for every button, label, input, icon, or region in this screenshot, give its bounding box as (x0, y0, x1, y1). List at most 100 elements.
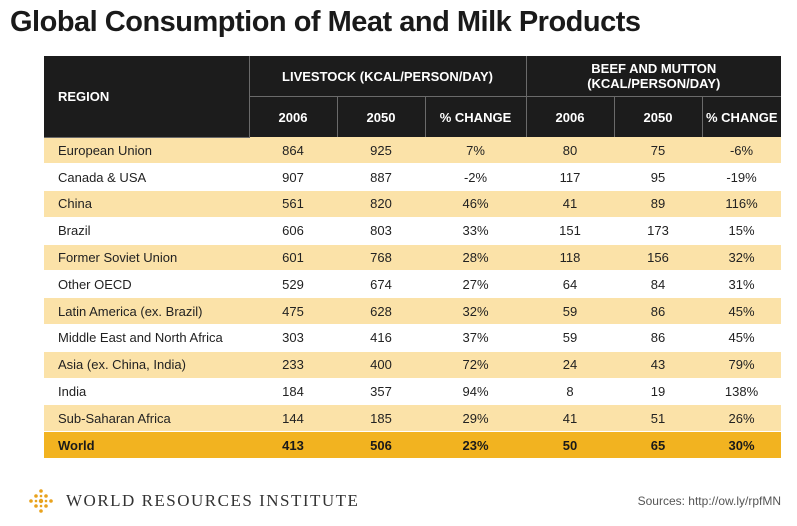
livestock-2006-cell: 413 (249, 431, 337, 460)
livestock-change-cell: 28% (425, 244, 526, 272)
region-cell: India (44, 378, 249, 406)
livestock-2006-cell: 601 (249, 244, 337, 272)
livestock-change-cell: 33% (425, 217, 526, 245)
livestock-change-cell: -2% (425, 163, 526, 192)
livestock-2006-cell: 561 (249, 190, 337, 218)
col-header-livestock-2050: 2050 (336, 96, 425, 137)
livestock-2006-cell: 233 (249, 351, 337, 379)
wri-logo-icon (29, 489, 53, 513)
livestock-group-header: LIVESTOCK (KCAL/PERSON/DAY) (248, 56, 526, 97)
region-cell: Brazil (44, 217, 249, 245)
region-cell: Former Soviet Union (44, 244, 249, 272)
livestock-2006-cell: 303 (249, 324, 337, 352)
beef-2050-cell: 84 (614, 270, 702, 299)
livestock-2050-cell: 887 (337, 163, 425, 192)
table-row: European Union 864 925 7% 80 75 -6% (44, 137, 782, 165)
table-row: Asia (ex. China, India) 233 400 72% 24 43 79% (44, 351, 782, 379)
table-row: Sub-Saharan Africa 144 185 29% 41 51 26% (44, 404, 782, 433)
region-cell: Asia (ex. China, India) (44, 351, 249, 379)
beef-change-cell: 138% (702, 378, 782, 406)
livestock-2006-cell: 184 (249, 378, 337, 406)
beef-2050-cell: 89 (614, 190, 702, 218)
beef-change-cell: 79% (702, 351, 782, 379)
world-total-row: World 413 506 23% 50 65 30% (44, 431, 782, 460)
beef-change-cell: 32% (702, 244, 782, 272)
region-cell: Sub-Saharan Africa (44, 404, 249, 433)
livestock-2050-cell: 506 (337, 431, 425, 460)
region-header: REGION (44, 56, 249, 138)
livestock-2006-cell: 529 (249, 270, 337, 299)
beef-2006-cell: 80 (526, 137, 614, 165)
livestock-change-cell: 32% (425, 297, 526, 326)
beef-2006-cell: 24 (526, 351, 614, 379)
region-cell: Latin America (ex. Brazil) (44, 297, 249, 326)
consumption-table: REGION LIVESTOCK (KCAL/PERSON/DAY) BEEF … (44, 56, 782, 460)
beef-2050-cell: 173 (614, 217, 702, 245)
col-header-beef-2006: 2006 (525, 96, 614, 137)
beef-2050-cell: 43 (614, 351, 702, 379)
livestock-change-cell: 94% (425, 378, 526, 406)
beef-2006-cell: 117 (526, 163, 614, 192)
table-row: Brazil 606 803 33% 151 173 15% (44, 217, 782, 245)
source-link[interactable]: Sources: http://ow.ly/rpfMN (637, 494, 781, 508)
livestock-2006-cell: 907 (249, 163, 337, 192)
livestock-2006-cell: 864 (249, 137, 337, 165)
table-row: India 184 357 94% 8 19 138% (44, 378, 782, 406)
col-header-beef-change: % CHANGE (701, 96, 782, 137)
beef-2006-cell: 8 (526, 378, 614, 406)
col-header-livestock-change: % CHANGE (424, 96, 526, 137)
livestock-2006-cell: 475 (249, 297, 337, 326)
region-cell: Canada & USA (44, 163, 249, 192)
livestock-2050-cell: 925 (337, 137, 425, 165)
beef-change-cell: 30% (702, 431, 782, 460)
beef-2006-cell: 118 (526, 244, 614, 272)
beef-change-cell: 116% (702, 190, 782, 218)
beef-change-cell: -19% (702, 163, 782, 192)
beef-change-cell: 26% (702, 404, 782, 433)
livestock-change-cell: 7% (425, 137, 526, 165)
beef-change-cell: 31% (702, 270, 782, 299)
beef-change-cell: 45% (702, 324, 782, 352)
livestock-change-cell: 72% (425, 351, 526, 379)
region-cell: World (44, 431, 249, 460)
table-row: Other OECD 529 674 27% 64 84 31% (44, 270, 782, 299)
table-row: Latin America (ex. Brazil) 475 628 32% 59 86 4… (44, 297, 782, 326)
beef-2006-cell: 59 (526, 297, 614, 326)
region-cell: European Union (44, 137, 249, 165)
organization-name: WORLD RESOURCES INSTITUTE (66, 491, 360, 510)
livestock-2050-cell: 400 (337, 351, 425, 379)
livestock-2050-cell: 357 (337, 378, 425, 406)
beef-mutton-group-header: BEEF AND MUTTON (KCAL/PERSON/DAY) (525, 56, 782, 97)
beef-change-cell: 45% (702, 297, 782, 326)
livestock-2050-cell: 803 (337, 217, 425, 245)
beef-change-cell: 15% (702, 217, 782, 245)
beef-2006-cell: 64 (526, 270, 614, 299)
beef-2050-cell: 86 (614, 324, 702, 352)
table-row: Middle East and North Africa 303 416 37% 59 8… (44, 324, 782, 352)
region-cell: Other OECD (44, 270, 249, 299)
livestock-2050-cell: 820 (337, 190, 425, 218)
livestock-change-cell: 37% (425, 324, 526, 352)
livestock-change-cell: 23% (425, 431, 526, 460)
table-row: Canada & USA 907 887 -2% 117 95 -19% (44, 163, 782, 192)
beef-2050-cell: 19 (614, 378, 702, 406)
region-cell: Middle East and North Africa (44, 324, 249, 352)
table-row: Former Soviet Union 601 768 28% 118 156 32% (44, 244, 782, 272)
beef-2006-cell: 151 (526, 217, 614, 245)
beef-2050-cell: 86 (614, 297, 702, 326)
livestock-2050-cell: 674 (337, 270, 425, 299)
beef-2006-cell: 59 (526, 324, 614, 352)
table-row: China 561 820 46% 41 89 116% (44, 190, 782, 218)
beef-2050-cell: 156 (614, 244, 702, 272)
livestock-2050-cell: 416 (337, 324, 425, 352)
col-header-beef-2050: 2050 (613, 96, 702, 137)
livestock-change-cell: 27% (425, 270, 526, 299)
livestock-2006-cell: 144 (249, 404, 337, 433)
livestock-2050-cell: 628 (337, 297, 425, 326)
page-title: Global Consumption of Meat and Milk Prod… (10, 6, 641, 38)
beef-2050-cell: 75 (614, 137, 702, 165)
beef-2006-cell: 41 (526, 190, 614, 218)
livestock-change-cell: 29% (425, 404, 526, 433)
table-body: European Union 864 925 7% 80 75 -6% Canada & US… (44, 137, 782, 460)
beef-2006-cell: 41 (526, 404, 614, 433)
